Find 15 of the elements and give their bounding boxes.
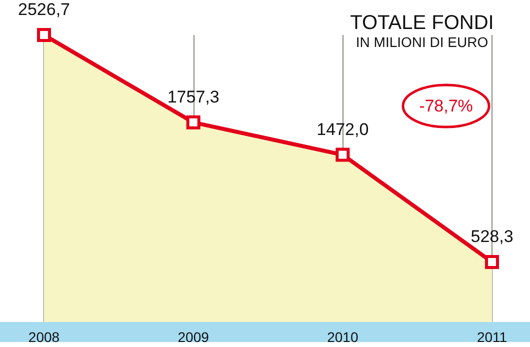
- data-label: 2526,7: [18, 0, 70, 19]
- point: [186, 115, 200, 130]
- data-label: 1472,0: [316, 120, 369, 139]
- x-tick-label: 2011: [476, 329, 508, 345]
- annotation: -78,7%: [419, 96, 473, 116]
- point: [485, 254, 499, 269]
- point: [336, 148, 350, 162]
- data-label: 1757,3: [167, 87, 220, 106]
- x-tick-label: 2009: [178, 329, 210, 345]
- chart-title: TOTALE FONDI: [350, 12, 494, 34]
- point: [37, 28, 51, 42]
- chart-subtitle: IN MILIONI DI EURO: [356, 34, 488, 50]
- x-tick-label: 2008: [28, 329, 60, 345]
- x-tick-label: 2010: [327, 329, 358, 345]
- data-label: 528,3: [470, 226, 514, 246]
